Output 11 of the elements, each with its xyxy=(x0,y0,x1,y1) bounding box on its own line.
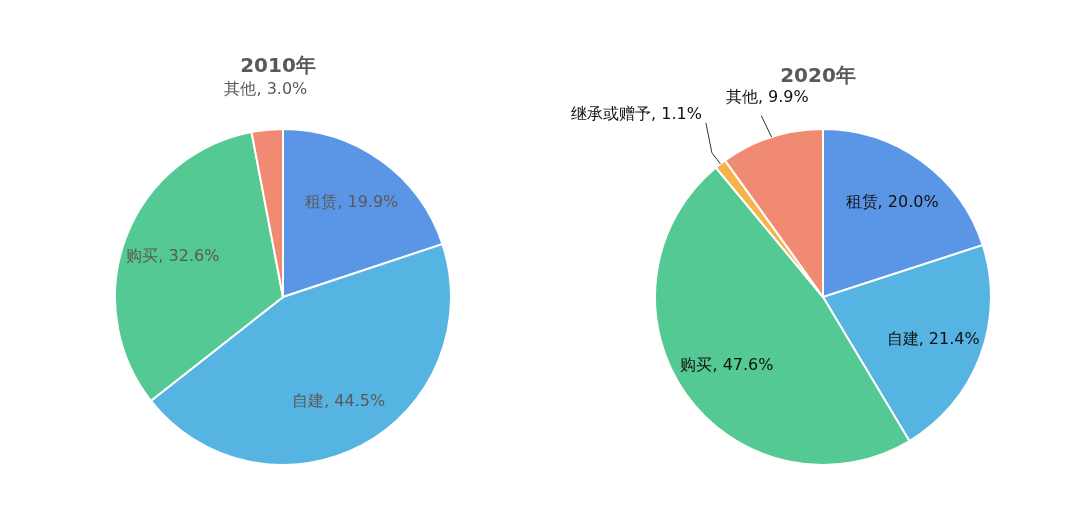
slice-label: 购买, 47.6% xyxy=(680,355,774,375)
slice-label: 其他, 3.0% xyxy=(224,78,308,98)
slice-label: 其他, 9.9% xyxy=(725,86,809,106)
slice-label: 租赁, 20.0% xyxy=(845,192,939,212)
slice-label: 自建, 44.5% xyxy=(292,391,386,411)
slice-label: 自建, 21.4% xyxy=(886,328,980,348)
slice-label: 购买, 32.6% xyxy=(126,246,220,266)
chart-title: 2020年 xyxy=(779,62,857,89)
chart-title: 2010年 xyxy=(239,52,317,79)
slice-label: 继承或赠予, 1.1% xyxy=(571,103,702,123)
slice-label: 租赁, 19.9% xyxy=(305,192,399,212)
